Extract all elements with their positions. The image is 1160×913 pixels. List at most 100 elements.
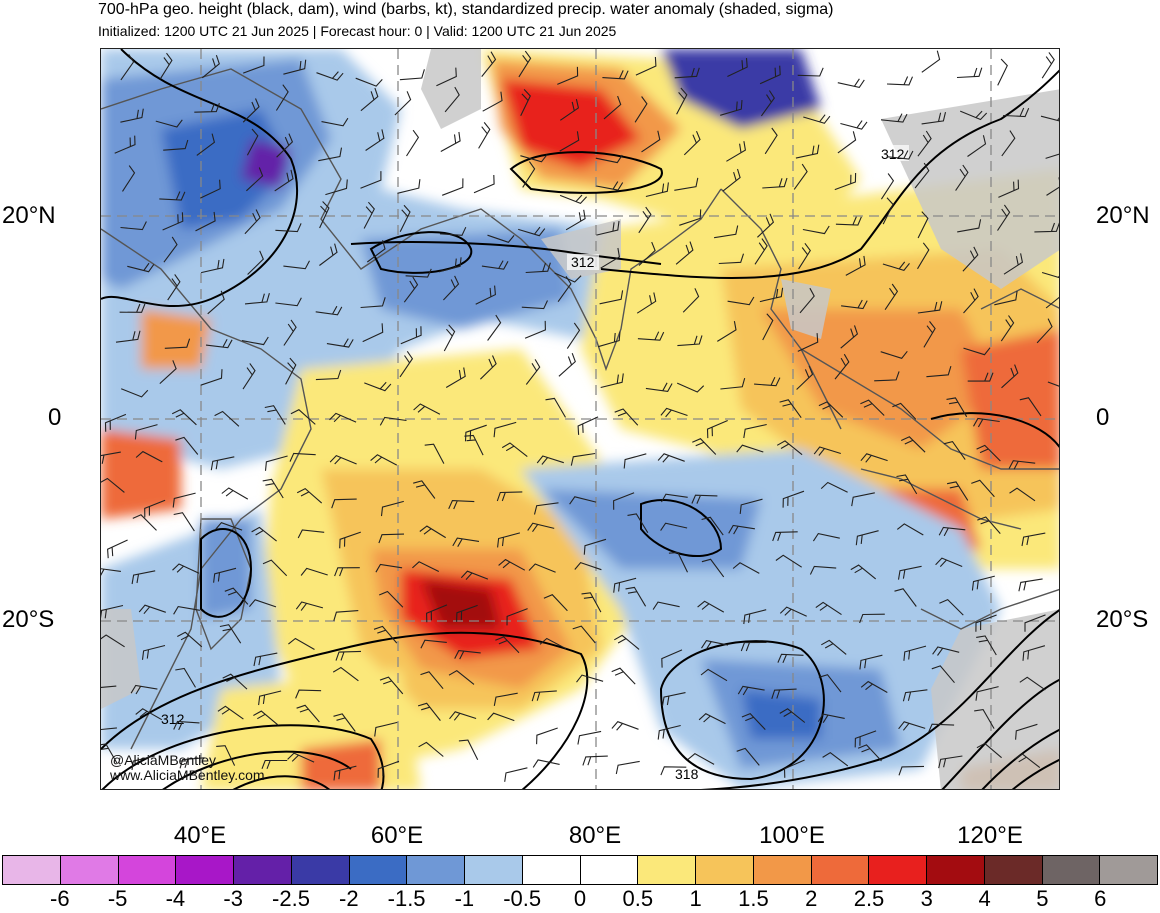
- wind-barb: [326, 338, 354, 348]
- wind-barb: [119, 303, 146, 313]
- wind-barb: [921, 50, 941, 73]
- wind-barb: [253, 652, 278, 667]
- wind-barb: [134, 424, 158, 440]
- wind-barb: [159, 360, 177, 385]
- wind-barb: [333, 765, 357, 781]
- wind-barb: [599, 290, 624, 305]
- wind-barb: [627, 513, 649, 533]
- lon-label-40e: 40°E: [173, 822, 227, 849]
- weather-map: 312 312 312 318: [100, 48, 1060, 790]
- wind-barb: [850, 564, 877, 580]
- wind-barb: [976, 444, 1001, 462]
- contour-label-312: 312: [881, 146, 905, 162]
- wind-barb: [481, 260, 509, 270]
- wind-barb: [533, 502, 559, 515]
- wind-barb: [679, 209, 702, 226]
- wind-barb: [473, 174, 495, 194]
- wind-barb: [880, 173, 895, 200]
- wind-barb: [1009, 487, 1036, 502]
- wind-barb: [460, 570, 489, 580]
- wind-barb: [360, 87, 379, 112]
- wind-barb: [1019, 397, 1042, 417]
- wind-barb: [743, 423, 767, 439]
- wind-barb: [248, 599, 277, 608]
- wind-barb: [557, 275, 572, 303]
- wind-barb: [365, 129, 385, 151]
- wind-barb: [1041, 271, 1059, 279]
- wind-barb: [480, 355, 497, 380]
- wind-barb: [762, 313, 774, 341]
- wind-barb: [339, 531, 361, 549]
- wind-barb: [478, 122, 491, 149]
- wind-barb: [882, 197, 894, 225]
- wind-barb: [1041, 52, 1055, 79]
- colorbar-tick-label: 0: [573, 886, 587, 911]
- wind-barb: [524, 320, 546, 339]
- wind-barb: [262, 559, 288, 577]
- wind-barb: [475, 285, 496, 305]
- wind-barb: [458, 739, 479, 761]
- wind-barb: [554, 272, 582, 283]
- wind-barb: [120, 54, 135, 81]
- wind-barb: [802, 225, 830, 235]
- wind-barb: [558, 353, 576, 377]
- wind-barb: [572, 625, 596, 644]
- wind-barb: [443, 275, 460, 301]
- wind-barb: [525, 359, 541, 385]
- wind-barb: [216, 745, 236, 766]
- wind-barb: [661, 692, 686, 707]
- wind-barb: [443, 324, 456, 352]
- wind-barb: [518, 50, 532, 78]
- wind-barb: [841, 299, 868, 310]
- wind-barb: [1047, 381, 1059, 387]
- wind-barb: [261, 759, 288, 769]
- wind-barb: [289, 452, 316, 462]
- wind-barb: [300, 567, 328, 576]
- wind-barb: [760, 90, 775, 117]
- wind-barb: [285, 357, 297, 385]
- wind-barb: [264, 405, 286, 425]
- wind-barb: [661, 649, 683, 668]
- wind-barb: [215, 522, 243, 531]
- wind-barb: [1003, 107, 1030, 118]
- wind-barb: [247, 250, 264, 275]
- wind-barb: [360, 297, 386, 309]
- wind-barb: [1040, 115, 1059, 122]
- wind-barb: [959, 110, 988, 121]
- wind-barb: [840, 120, 868, 130]
- wind-barb: [200, 179, 221, 199]
- wind-barb: [531, 690, 557, 702]
- wind-barb: [914, 162, 930, 189]
- wind-barb: [687, 753, 715, 765]
- wind-barb: [577, 730, 602, 745]
- wind-barb: [264, 455, 288, 471]
- wind-barb: [700, 668, 728, 682]
- wind-barb: [412, 561, 440, 572]
- wind-barb: [1001, 130, 1016, 157]
- wind-barb: [200, 258, 225, 274]
- wind-barb: [691, 494, 718, 504]
- wind-barb: [809, 565, 837, 575]
- colorbar-swatch: [349, 856, 408, 884]
- wind-barb: [796, 365, 814, 390]
- wind-barb: [482, 91, 503, 112]
- wind-barb: [101, 604, 124, 619]
- wind-barb: [1018, 578, 1043, 592]
- wind-barb: [241, 336, 269, 346]
- wind-barb: [896, 474, 918, 495]
- wind-barb: [754, 376, 781, 387]
- wind-barb: [963, 347, 991, 356]
- wind-barb: [818, 674, 842, 693]
- wind-barb: [448, 670, 475, 685]
- wind-barb: [559, 98, 580, 121]
- wind-barb: [290, 409, 316, 425]
- wind-barb: [917, 242, 930, 270]
- wind-barb: [967, 135, 987, 157]
- wind-barb: [397, 179, 421, 194]
- wind-barb: [173, 720, 200, 731]
- wind-barb: [821, 639, 847, 655]
- wind-barb: [403, 276, 419, 303]
- wind-barb: [522, 161, 536, 188]
- wind-barb: [602, 70, 629, 80]
- wind-barb: [938, 755, 963, 769]
